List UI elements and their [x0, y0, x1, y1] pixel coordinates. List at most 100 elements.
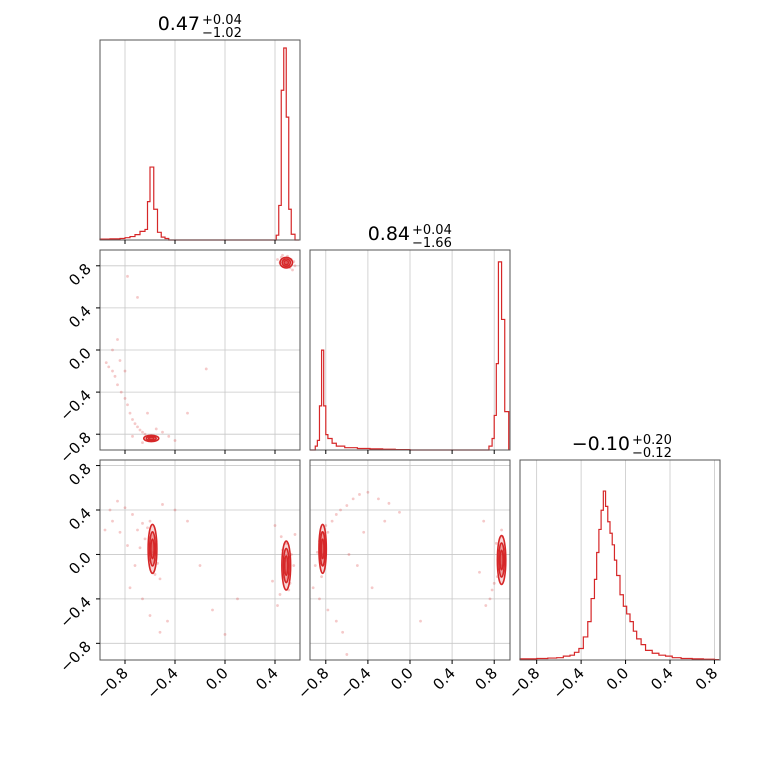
title-minus-0: −1.02 [202, 26, 242, 41]
contour-inner-row2-col1-0 [320, 538, 325, 560]
sample-point-row1-col0-12 [276, 258, 279, 261]
sample-point-row2-col0-45 [293, 533, 297, 536]
xtick-label-row2-col1-3: 0.4 [429, 664, 459, 694]
sample-point-row1-col0-17 [143, 432, 147, 436]
sample-point-row2-col0-10 [143, 537, 147, 541]
sample-point-row1-col0-29 [113, 374, 117, 378]
sample-point-row1-col0-22 [133, 422, 137, 426]
histogram-series-row1-col1 [310, 261, 510, 451]
sample-point-row2-col0-13 [123, 506, 127, 510]
title-value-1: 0.84 [368, 223, 410, 245]
xtick-label-row2-col2-3: 0.4 [647, 664, 677, 694]
sample-point-row1-col0-23 [131, 418, 134, 421]
sample-point-row2-col0-5 [153, 573, 157, 576]
histogram-series-row0-col0 [99, 47, 299, 241]
sample-point-row1-col0-40 [154, 427, 158, 431]
sample-point-row2-col1-43 [482, 519, 486, 523]
sample-point-row2-col1-30 [419, 619, 422, 623]
ytick-label-row1-col0-3: 0.4 [65, 302, 95, 332]
sample-point-row2-col0-6 [148, 519, 152, 523]
sample-point-row2-col0-19 [126, 544, 129, 547]
sample-point-row1-col0-32 [104, 361, 108, 365]
ytick-label-row1-col0-0: −0.8 [56, 428, 94, 466]
sample-point-row1-col0-20 [138, 428, 142, 432]
sample-point-row2-col1-40 [500, 528, 503, 532]
axes-frame-row2-col2 [519, 459, 721, 661]
sample-point-row2-col0-16 [111, 519, 114, 523]
sample-point-row1-col0-43 [173, 439, 177, 442]
sample-point-row2-col1-32 [494, 541, 498, 545]
sample-point-row2-col0-46 [273, 524, 277, 527]
sample-point-row2-col0-44 [292, 564, 296, 567]
panel-row2-col1: −0.8 −0.4 0.0 0.4 0.8 [294, 459, 511, 703]
sample-point-row2-col1-41 [484, 604, 488, 607]
sample-point-row1-col0-35 [111, 348, 114, 352]
sample-point-row2-col0-24 [158, 630, 162, 634]
ytick-label-row1-col0-1: −0.4 [56, 386, 94, 424]
sample-point-row2-col1-39 [488, 597, 492, 601]
sample-point-row2-col0-20 [133, 564, 137, 567]
xtick-label-row2-col2-1: −0.4 [549, 664, 587, 702]
sample-point-row2-col1-44 [478, 570, 481, 574]
sample-point-row1-col0-42 [167, 434, 171, 438]
sample-point-row2-col1-37 [492, 581, 496, 585]
sample-point-row1-col0-26 [123, 397, 127, 400]
sample-point-row2-col0-32 [236, 597, 239, 601]
title-panel-1: 0.84 [368, 223, 410, 245]
axes-frame-row2-col0 [99, 459, 301, 661]
sample-point-row1-col0-36 [116, 338, 119, 341]
ytick-label-row2-col0-0: −0.8 [56, 637, 94, 675]
sample-point-row2-col0-7 [141, 521, 144, 525]
sample-point-row1-col0-46 [131, 434, 134, 438]
sample-point-row2-col1-13 [351, 497, 355, 501]
sample-point-row2-col0-23 [148, 614, 152, 617]
title-panel-2: −0.10 [572, 433, 630, 455]
sample-point-row2-col1-38 [490, 588, 494, 592]
sample-point-row1-col0-25 [126, 403, 129, 407]
sample-point-row1-col0-21 [136, 425, 139, 429]
sample-point-row2-col0-41 [279, 535, 283, 539]
sample-point-row1-col0-27 [119, 390, 123, 394]
title-value-2: −0.10 [572, 433, 630, 455]
title-minus-1: −1.66 [412, 236, 452, 251]
sample-point-row1-col0-44 [204, 367, 208, 371]
sample-point-row2-col0-12 [131, 513, 134, 516]
sample-point-row2-col0-17 [103, 528, 107, 532]
sample-point-row2-col0-25 [166, 619, 169, 623]
sample-point-row2-col1-11 [339, 508, 342, 512]
panel-row1-col1 [309, 249, 511, 454]
sample-point-row2-col0-29 [198, 564, 202, 567]
sample-point-row2-col1-18 [313, 564, 317, 567]
sample-point-row2-col1-9 [330, 519, 334, 523]
sample-point-row2-col1-15 [366, 490, 370, 494]
xtick-label-row2-col0-1: −0.4 [143, 664, 181, 702]
sample-point-row1-col0-13 [293, 264, 297, 268]
sample-point-row2-col1-8 [315, 550, 319, 554]
title-plus-0: +0.04 [202, 13, 242, 28]
ytick-label-row2-col0-2: 0.0 [65, 549, 95, 579]
sample-point-row1-col0-39 [146, 411, 149, 415]
sample-point-row2-col1-22 [334, 619, 338, 623]
ytick-label-row1-col0-4: 0.8 [65, 260, 95, 290]
sample-point-row2-col1-6 [326, 530, 330, 534]
panel-row0-col0 [99, 39, 301, 244]
sample-point-row2-col1-27 [370, 586, 374, 590]
sample-point-row2-col0-47 [271, 579, 274, 583]
sample-point-row1-col0-10 [281, 253, 284, 257]
sample-point-row1-col0-41 [161, 430, 164, 434]
xtick-label-row2-col2-0: −0.8 [505, 664, 543, 702]
sample-point-row2-col0-8 [136, 528, 139, 532]
sample-point-row2-col0-31 [223, 633, 227, 636]
xtick-label-row2-col1-2: 0.0 [387, 664, 417, 694]
sample-point-row2-col0-30 [211, 608, 214, 612]
sample-point-row2-col0-37 [284, 541, 288, 545]
sample-point-row2-col0-28 [186, 519, 189, 523]
sample-point-row2-col0-42 [278, 593, 282, 596]
histogram-series-row2-col2 [519, 490, 720, 661]
xtick-label-row2-col1-4: 0.8 [471, 664, 501, 694]
panel-row2-col0: −0.8 −0.4 0.0 0.4−0.8−0.40.00.40.8 [56, 459, 301, 703]
sample-point-row2-col0-15 [108, 508, 112, 512]
sample-point-row1-col0-30 [111, 369, 114, 373]
sample-point-row1-col0-11 [291, 268, 294, 272]
